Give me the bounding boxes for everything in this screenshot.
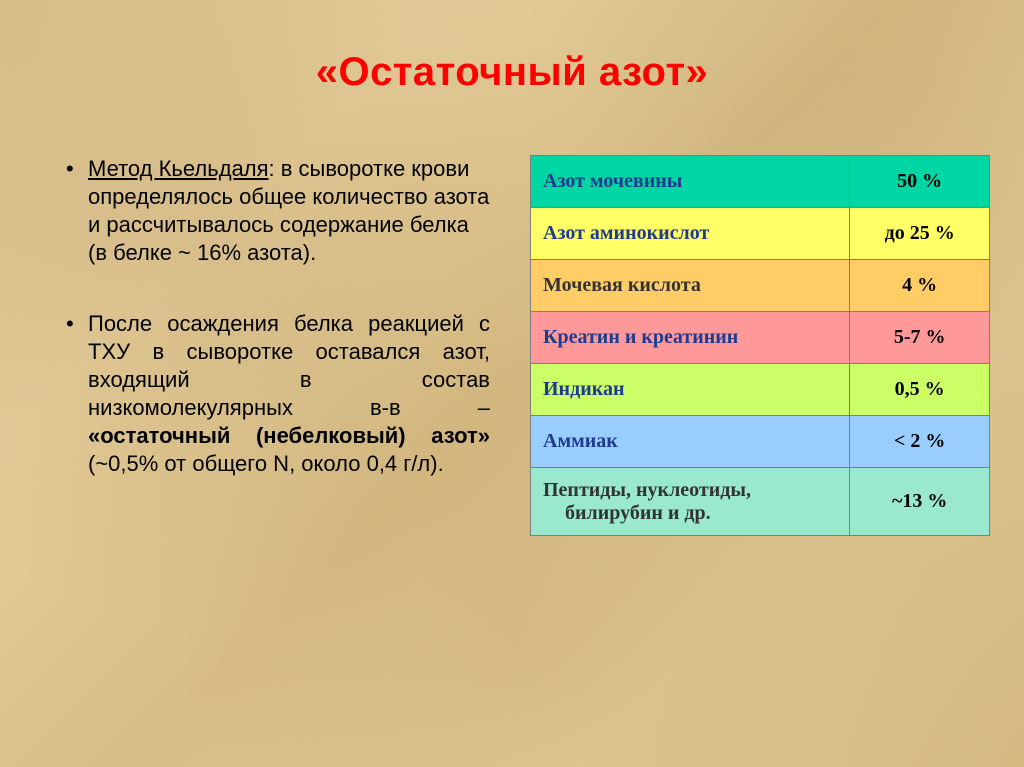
row-value: до 25 % [850, 208, 990, 260]
row-value: 50 % [850, 156, 990, 208]
row-name: Азот мочевины [531, 156, 850, 208]
row-value: ~13 % [850, 468, 990, 536]
row-value: 4 % [850, 260, 990, 312]
bullet-2-part2: (~0,5% от общего N, около 0,4 г/л). [88, 451, 444, 476]
table-row: Азот мочевины50 % [531, 156, 990, 208]
row-name: Индикан [531, 364, 850, 416]
bullet-2-bold: «остаточный (небелковый) азот» [88, 423, 490, 448]
table-row: Аммиак< 2 % [531, 416, 990, 468]
row-value: < 2 % [850, 416, 990, 468]
row-value: 0,5 % [850, 364, 990, 416]
slide-title: «Остаточный азот» [60, 50, 964, 95]
row-name: Мочевая кислота [531, 260, 850, 312]
table-column: Азот мочевины50 %Азот аминокислотдо 25 %… [530, 155, 990, 536]
bullet-1: Метод Кьельдаля: в сыворотке крови опред… [60, 155, 490, 268]
table-row: Индикан0,5 % [531, 364, 990, 416]
slide: «Остаточный азот» Метод Кьельдаля: в сыв… [0, 0, 1024, 767]
bullet-1-underline: Метод Кьельдаля [88, 156, 269, 181]
content-row: Метод Кьельдаля: в сыворотке крови опред… [60, 155, 964, 536]
row-name: Аммиак [531, 416, 850, 468]
bullet-2-part1: После осаждения белка реакцией с ТХУ в с… [88, 311, 490, 420]
bullet-list: Метод Кьельдаля: в сыворотке крови опред… [60, 155, 490, 479]
row-name: Азот аминокислот [531, 208, 850, 260]
bullet-2: После осаждения белка реакцией с ТХУ в с… [60, 310, 490, 479]
row-name: Пептиды, нуклеотиды,билирубин и др. [531, 468, 850, 536]
table-row: Пептиды, нуклеотиды,билирубин и др.~13 % [531, 468, 990, 536]
table-row: Креатин и креатинин5-7 % [531, 312, 990, 364]
table-row: Мочевая кислота4 % [531, 260, 990, 312]
composition-table: Азот мочевины50 %Азот аминокислотдо 25 %… [530, 155, 990, 536]
row-name: Креатин и креатинин [531, 312, 850, 364]
table-body: Азот мочевины50 %Азот аминокислотдо 25 %… [531, 156, 990, 536]
table-row: Азот аминокислотдо 25 % [531, 208, 990, 260]
row-value: 5-7 % [850, 312, 990, 364]
text-column: Метод Кьельдаля: в сыворотке крови опред… [60, 155, 490, 479]
